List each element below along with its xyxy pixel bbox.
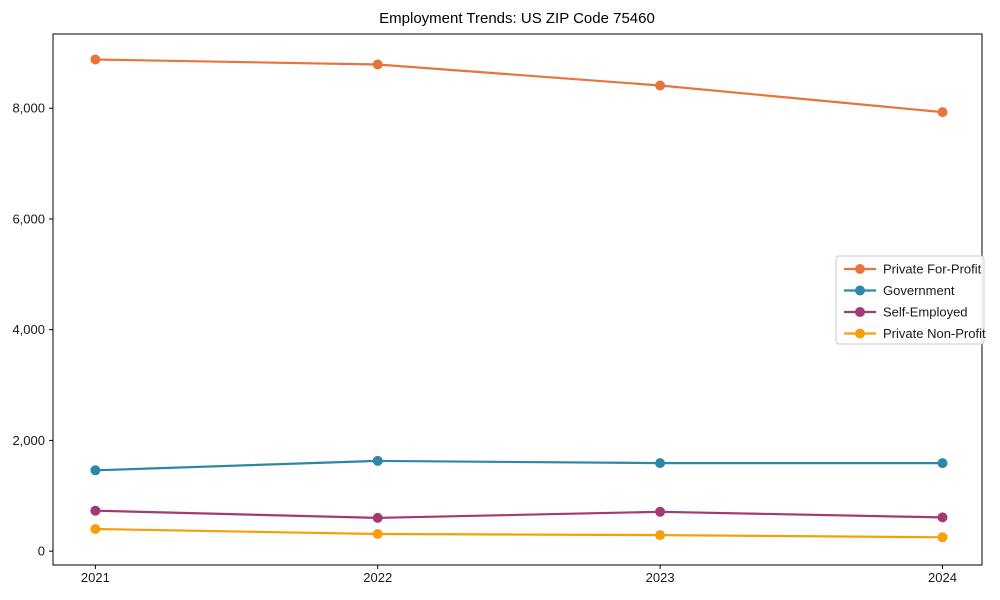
legend-item-government: Government [844, 283, 955, 298]
legend-marker [855, 264, 865, 274]
legend-box [835, 255, 985, 345]
y-tick-label: 2,000 [12, 433, 45, 448]
y-tick-label: 8,000 [12, 101, 45, 116]
legend-marker [855, 307, 865, 317]
data-point-private-for-profit-2022 [372, 59, 383, 70]
x-tick-label: 2024 [928, 570, 957, 585]
data-point-private-non-profit-2024 [937, 532, 948, 543]
data-point-private-for-profit-2023 [655, 80, 666, 91]
data-point-self-employed-2023 [655, 506, 666, 517]
legend-label: Private For-Profit [883, 262, 982, 277]
legend-item-self-employed: Self-Employed [844, 305, 968, 320]
data-point-government-2024 [937, 458, 948, 469]
y-tick-label: 6,000 [12, 211, 45, 226]
legend-label: Private Non-Profit [883, 326, 986, 341]
data-point-private-non-profit-2022 [372, 529, 383, 539]
x-tick-label: 2023 [646, 570, 675, 585]
series-line-self-employed [95, 509, 943, 520]
y-tick-label: 0 [38, 544, 45, 559]
data-point-government-2021 [90, 465, 101, 476]
legend-marker [855, 285, 865, 296]
data-point-self-employed-2022 [372, 512, 383, 523]
legend-item-private-non-profit: Private Non-Profit [844, 326, 986, 341]
legend-item-private-for-profit: Private For-Profit [844, 262, 982, 277]
data-point-private-non-profit-2023 [655, 530, 666, 541]
series-line-government [95, 459, 943, 472]
series-line-private-for-profit [95, 58, 943, 114]
data-point-private-non-profit-2021 [90, 524, 101, 534]
legend-marker [855, 328, 865, 339]
series-line-private-non-profit [95, 527, 943, 539]
data-point-self-employed-2024 [937, 512, 948, 523]
data-point-private-for-profit-2024 [937, 107, 948, 118]
legend-label: Government [883, 283, 955, 298]
x-tick-label: 2022 [363, 570, 392, 585]
data-point-government-2022 [372, 455, 383, 466]
x-tick-label: 2021 [81, 570, 110, 585]
y-tick-label: 4,000 [12, 322, 45, 337]
data-point-government-2023 [655, 458, 666, 469]
chart-title: Employment Trends: US ZIP Code 75460 [379, 10, 655, 27]
data-point-private-for-profit-2021 [90, 54, 101, 65]
legend-label: Self-Employed [883, 305, 968, 320]
data-point-self-employed-2021 [90, 505, 101, 516]
